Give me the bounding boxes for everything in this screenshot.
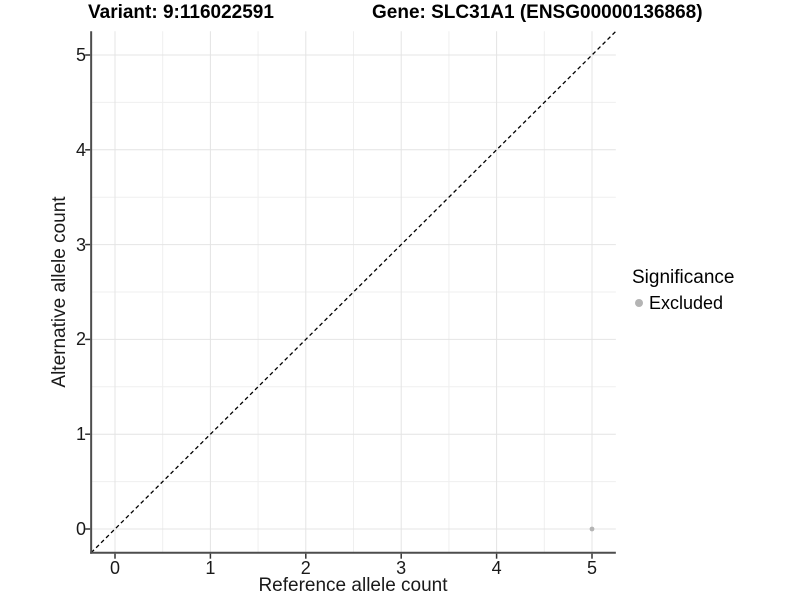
x-axis-title: Reference allele count <box>258 575 448 596</box>
y-tick-label: 4 <box>75 139 86 160</box>
y-tick-label: 0 <box>75 519 86 539</box>
y-axis-title: Alternative allele count <box>49 196 70 388</box>
x-tick-label: 3 <box>396 558 407 578</box>
excluded-point-icon <box>635 299 643 307</box>
legend-item-label: Excluded <box>649 293 724 313</box>
legend: Significance Excluded <box>632 266 734 314</box>
y-tick-label: 5 <box>75 45 86 65</box>
x-tick-label: 2 <box>300 558 311 578</box>
y-tick-label: 2 <box>75 329 86 350</box>
x-tick-label: 5 <box>586 558 597 578</box>
identity-line <box>90 30 617 554</box>
x-tick-label: 0 <box>109 558 120 578</box>
y-tick-label: 1 <box>75 424 86 445</box>
x-tick-label: 1 <box>205 558 216 578</box>
legend-item-excluded: Excluded <box>632 292 734 314</box>
plot-title-variant: Variant: 9:116022591 <box>88 2 274 23</box>
x-tick-label: 4 <box>491 558 502 578</box>
plot-title-gene: Gene: SLC31A1 (ENSG00000136868) <box>372 2 703 23</box>
data-point-excluded <box>589 526 595 532</box>
y-tick-label: 3 <box>75 234 86 255</box>
legend-title: Significance <box>632 267 735 288</box>
